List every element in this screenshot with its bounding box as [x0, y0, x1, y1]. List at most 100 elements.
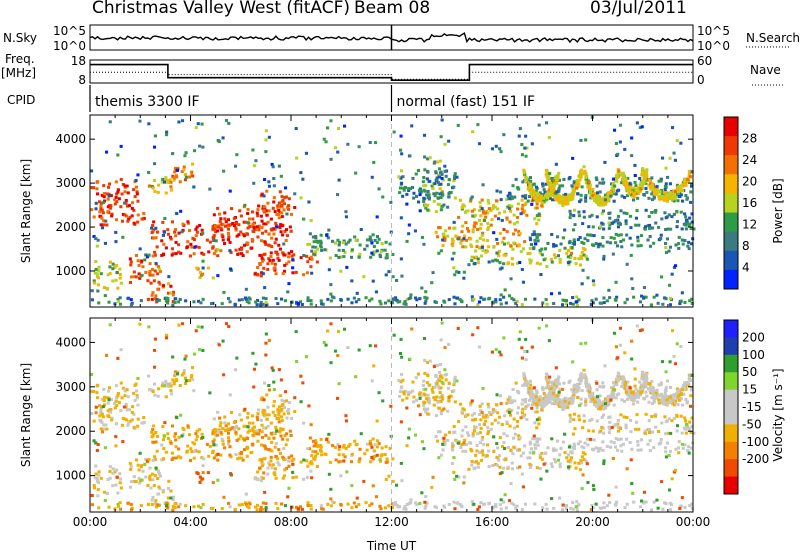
velocity-cell	[365, 448, 369, 452]
power-cell	[284, 239, 288, 242]
velocity-cell	[234, 453, 238, 457]
velocity-cell	[156, 492, 160, 496]
velocity-cell	[568, 460, 572, 464]
velocity-cell	[482, 423, 486, 427]
power-cell	[499, 302, 503, 306]
power-cell	[567, 262, 571, 266]
power-cell	[553, 253, 557, 257]
power-cell	[136, 173, 140, 177]
power-cell	[280, 204, 284, 207]
power-cell	[559, 199, 563, 202]
velocity-cell	[424, 408, 428, 411]
power-cell	[409, 187, 413, 190]
power-cell	[169, 185, 173, 189]
velocity-cell	[266, 466, 270, 470]
velocity-cell	[650, 396, 654, 400]
power-cell	[632, 193, 636, 197]
velocity-cell	[246, 446, 250, 450]
velocity-cell	[480, 411, 484, 414]
velocity-cell	[538, 437, 542, 441]
power-cell	[677, 186, 681, 190]
power-cell	[664, 246, 668, 249]
velocity-cell	[567, 397, 571, 401]
power-cell	[251, 222, 255, 226]
velocity-cell	[428, 383, 432, 387]
power-cell	[319, 244, 323, 248]
velocity-cell	[263, 490, 267, 494]
power-cell	[582, 253, 586, 257]
velocity-cell	[290, 459, 294, 463]
velocity-cell	[364, 501, 368, 505]
power-cell	[306, 299, 310, 303]
power-cell	[613, 177, 617, 181]
power-cell	[414, 172, 418, 176]
velocity-cell	[538, 467, 542, 470]
velocity-cell	[373, 443, 377, 447]
velocity-cell	[395, 483, 399, 487]
power-cell	[664, 297, 668, 301]
power-cell	[525, 213, 529, 217]
power-cell	[508, 220, 512, 224]
velocity-cell	[256, 418, 260, 422]
velocity-cell	[632, 500, 636, 504]
power-cell	[287, 255, 291, 259]
velocity-cell	[211, 449, 215, 453]
power-cell	[476, 261, 480, 265]
power-cell	[652, 196, 656, 200]
velocity-cell	[459, 504, 463, 508]
velocity-cell	[423, 358, 427, 362]
power-cell	[550, 190, 554, 194]
power-cell	[679, 210, 683, 214]
power-cell	[100, 193, 104, 197]
power-cell	[186, 245, 190, 249]
velocity-cell	[561, 503, 565, 507]
power-cell	[125, 204, 129, 208]
velocity-cell	[153, 365, 157, 369]
velocity-cell	[492, 450, 496, 453]
power-cell	[94, 260, 98, 263]
power-cell	[538, 262, 542, 266]
power-cell	[485, 249, 489, 253]
power-cell	[470, 295, 474, 299]
velocity-cell	[642, 501, 646, 505]
velocity-cell	[182, 369, 186, 373]
power-cell	[588, 191, 592, 195]
power-cell	[565, 201, 569, 205]
velocity-cell	[469, 401, 473, 405]
power-cell	[461, 203, 465, 207]
power-cell	[163, 217, 167, 220]
velocity-cell	[269, 455, 273, 459]
power-cell	[554, 244, 558, 248]
power-cell	[329, 292, 333, 296]
velocity-cell	[506, 398, 510, 402]
power-cell	[342, 239, 346, 243]
velocity-cell	[239, 452, 243, 456]
power-cell	[549, 183, 553, 187]
power-cell	[583, 170, 587, 174]
power-cell	[288, 225, 292, 229]
velocity-cell	[95, 391, 99, 395]
velocity-cell	[506, 465, 510, 469]
velocity-cell	[623, 383, 627, 387]
power-cell	[607, 197, 611, 201]
velocity-cell	[269, 421, 273, 425]
power-cell	[137, 264, 141, 267]
velocity-cell	[513, 399, 517, 403]
velocity-cell	[194, 438, 198, 442]
power-cell	[198, 270, 202, 274]
power-cell	[583, 237, 587, 241]
power-cell	[173, 228, 177, 231]
power-cell	[114, 180, 118, 184]
velocity-cell	[94, 441, 98, 445]
power-cell	[688, 216, 692, 220]
power-cell	[212, 252, 216, 256]
velocity-cell	[473, 429, 477, 433]
power-cell	[214, 230, 218, 234]
velocity-cell	[261, 501, 265, 505]
power-cell	[428, 179, 432, 183]
power-cell	[197, 299, 201, 303]
power-cell	[170, 247, 174, 251]
velocity-cell	[684, 431, 688, 435]
velocity-cell	[237, 456, 241, 460]
velocity-cell	[259, 505, 263, 509]
